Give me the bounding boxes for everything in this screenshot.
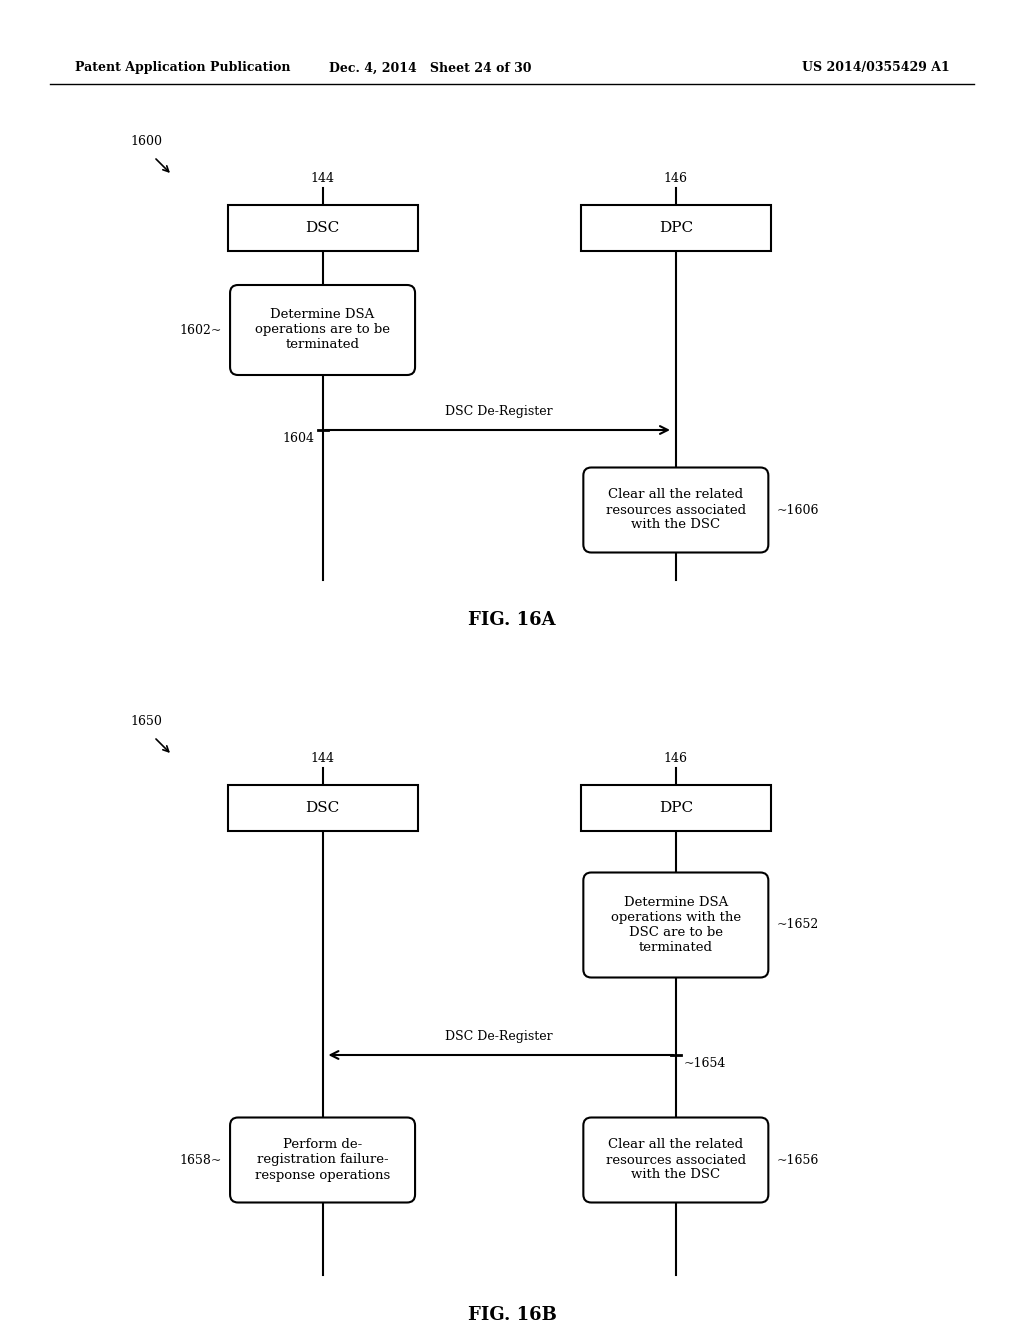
Text: 1650: 1650 bbox=[130, 715, 162, 729]
Text: DSC: DSC bbox=[305, 220, 340, 235]
Bar bbox=[227, 205, 418, 251]
Text: 1658~: 1658~ bbox=[179, 1154, 222, 1167]
Text: ~1654: ~1654 bbox=[684, 1057, 726, 1071]
Text: DSC: DSC bbox=[305, 801, 340, 814]
Bar bbox=[581, 205, 771, 251]
Text: Clear all the related
resources associated
with the DSC: Clear all the related resources associat… bbox=[606, 1138, 745, 1181]
Text: US 2014/0355429 A1: US 2014/0355429 A1 bbox=[802, 62, 950, 74]
Text: FIG. 16A: FIG. 16A bbox=[468, 611, 556, 630]
Text: Determine DSA
operations with the
DSC are to be
terminated: Determine DSA operations with the DSC ar… bbox=[610, 896, 741, 954]
Text: 1602~: 1602~ bbox=[179, 323, 222, 337]
Text: Perform de-
registration failure-
response operations: Perform de- registration failure- respon… bbox=[255, 1138, 390, 1181]
Text: 1604: 1604 bbox=[283, 432, 314, 445]
FancyBboxPatch shape bbox=[584, 467, 768, 553]
Bar bbox=[227, 785, 418, 832]
Text: DSC De-Register: DSC De-Register bbox=[445, 1030, 553, 1043]
FancyBboxPatch shape bbox=[584, 873, 768, 978]
Text: ~1606: ~1606 bbox=[776, 503, 819, 516]
Text: DPC: DPC bbox=[658, 220, 693, 235]
FancyBboxPatch shape bbox=[230, 1118, 415, 1203]
Text: 146: 146 bbox=[664, 752, 688, 766]
Text: FIG. 16B: FIG. 16B bbox=[468, 1305, 556, 1320]
Text: Dec. 4, 2014   Sheet 24 of 30: Dec. 4, 2014 Sheet 24 of 30 bbox=[329, 62, 531, 74]
Text: Patent Application Publication: Patent Application Publication bbox=[75, 62, 291, 74]
Text: ~1652: ~1652 bbox=[776, 919, 818, 932]
Bar bbox=[581, 785, 771, 832]
FancyBboxPatch shape bbox=[584, 1118, 768, 1203]
Text: 144: 144 bbox=[310, 752, 335, 766]
Text: DPC: DPC bbox=[658, 801, 693, 814]
Text: Clear all the related
resources associated
with the DSC: Clear all the related resources associat… bbox=[606, 488, 745, 532]
FancyBboxPatch shape bbox=[230, 285, 415, 375]
Text: DSC De-Register: DSC De-Register bbox=[445, 405, 553, 418]
Text: Determine DSA
operations are to be
terminated: Determine DSA operations are to be termi… bbox=[255, 309, 390, 351]
Text: 144: 144 bbox=[310, 172, 335, 185]
Text: ~1656: ~1656 bbox=[776, 1154, 819, 1167]
Text: 1600: 1600 bbox=[130, 135, 162, 148]
Text: 146: 146 bbox=[664, 172, 688, 185]
